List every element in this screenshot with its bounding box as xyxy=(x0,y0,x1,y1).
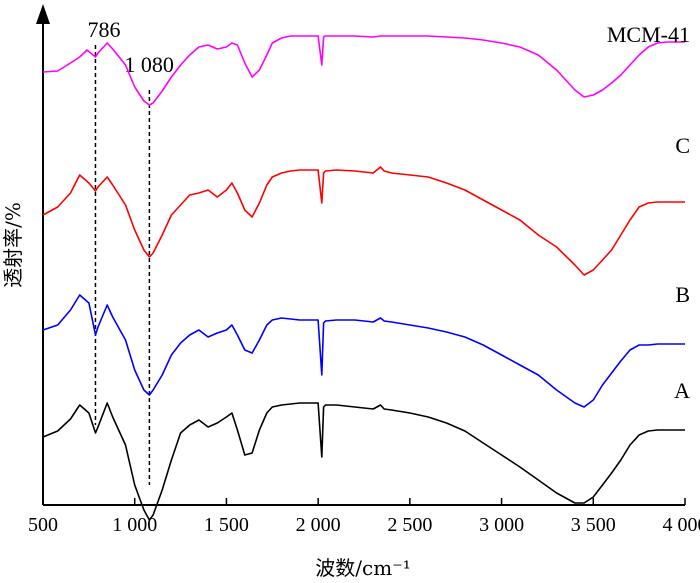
series-label: C xyxy=(675,133,690,158)
x-tick-label: 1 500 xyxy=(204,514,249,536)
series-label: A xyxy=(674,378,690,403)
x-tick-label: 1 000 xyxy=(112,514,157,536)
series-line-c xyxy=(42,166,685,276)
annotation-label: 1 080 xyxy=(124,52,174,77)
x-tick-label: 3 000 xyxy=(479,514,524,536)
series-line-mcm-41 xyxy=(42,35,685,106)
series-labels: MCM-41 C B A xyxy=(607,22,690,403)
series-label: B xyxy=(675,282,690,307)
x-tick-label: 2 000 xyxy=(296,514,341,536)
axes xyxy=(36,4,685,506)
x-tick-label: 3 500 xyxy=(571,514,616,536)
x-tick-label: 4 000 xyxy=(663,514,700,536)
x-axis-title: 波数/cm⁻¹ xyxy=(315,556,410,580)
series-label: MCM-41 xyxy=(607,22,690,47)
x-tick-label: 2 500 xyxy=(387,514,432,536)
x-ticks: 500 1 000 1 500 2 000 2 500 3 000 3 500 4 000 xyxy=(28,498,700,536)
series-group xyxy=(42,35,685,521)
y-axis-arrow-icon xyxy=(36,4,50,24)
annotation-label: 786 xyxy=(87,17,120,42)
x-tick-label: 500 xyxy=(28,514,58,536)
series-line-a xyxy=(42,402,685,521)
y-axis-title: 透射率/% xyxy=(1,202,25,288)
series-line-b xyxy=(42,294,685,408)
